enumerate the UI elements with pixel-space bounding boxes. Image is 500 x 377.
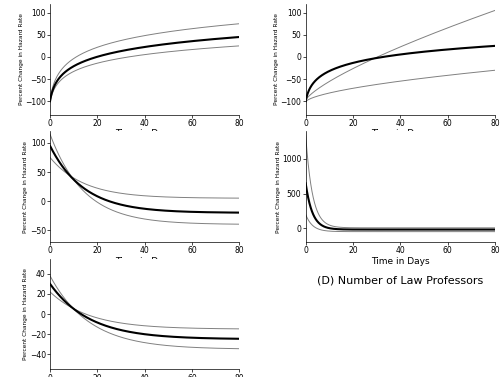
Y-axis label: Percent Change in Hazard Rate: Percent Change in Hazard Rate	[274, 13, 279, 105]
Text: (A) Case Complexity: (A) Case Complexity	[88, 148, 202, 158]
Y-axis label: Percent Change in Hazard Rate: Percent Change in Hazard Rate	[276, 141, 280, 233]
Y-axis label: Percent Change in Hazard Rate: Percent Change in Hazard Rate	[24, 141, 28, 233]
X-axis label: Time in Days: Time in Days	[116, 129, 174, 138]
Text: (B) Opinion Heterogeneity: (B) Opinion Heterogeneity	[328, 148, 474, 158]
Y-axis label: Percent Change in Hazard Rate: Percent Change in Hazard Rate	[18, 13, 24, 105]
X-axis label: Time in Days: Time in Days	[116, 257, 174, 265]
Text: (C) Average Experience: (C) Average Experience	[79, 275, 210, 285]
Y-axis label: Percent Change in Hazard Rate: Percent Change in Hazard Rate	[24, 268, 28, 360]
Text: (D) Number of Law Professors: (D) Number of Law Professors	[317, 275, 484, 285]
X-axis label: Time in Days: Time in Days	[371, 257, 430, 265]
X-axis label: Time in Days: Time in Days	[371, 129, 430, 138]
